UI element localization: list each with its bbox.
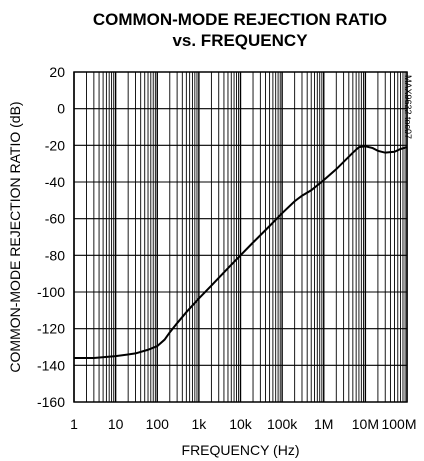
chart-title-line-1: COMMON-MODE REJECTION RATIO [93, 10, 387, 29]
x-tick-label: 10k [229, 416, 253, 432]
y-axis-label: COMMON-MODE REJECTION RATIO (dB) [7, 101, 23, 372]
y-tick-label: -120 [37, 321, 65, 337]
x-tick-label: 100k [267, 416, 298, 432]
x-tick-label: 1M [314, 416, 333, 432]
y-tick-label: -140 [37, 357, 65, 373]
y-tick-label: -20 [45, 137, 65, 153]
y-tick-label: -100 [37, 284, 65, 300]
figure-code: MAX9632 toc07 [403, 75, 413, 139]
x-axis-label: FREQUENCY (Hz) [182, 442, 300, 458]
x-tick-label: 1 [70, 416, 78, 432]
y-tick-labels: 20 0 -20 -40 -60 -80 -100 -120 -140 -160 [37, 64, 65, 410]
x-tick-label: 100 [146, 416, 170, 432]
y-tick-label: -60 [45, 211, 65, 227]
y-tick-label: -40 [45, 174, 65, 190]
y-tick-label: -160 [37, 394, 65, 410]
x-tick-labels: 1 10 100 1k 10k 100k 1M 10M 100M [70, 416, 416, 432]
x-tick-label: 100M [381, 416, 416, 432]
plot-frame [73, 71, 408, 403]
cmrr-curve [74, 145, 408, 359]
y-tick-label: 20 [49, 64, 65, 80]
chart-title-line-2: vs. FREQUENCY [172, 31, 308, 50]
x-tick-label: 10M [352, 416, 379, 432]
x-tick-label: 10 [108, 416, 124, 432]
minor-grid [86, 72, 406, 402]
y-tick-label: -80 [45, 247, 65, 263]
major-grid [73, 71, 408, 403]
y-tick-label: 0 [57, 101, 65, 117]
x-tick-label: 1k [191, 416, 207, 432]
